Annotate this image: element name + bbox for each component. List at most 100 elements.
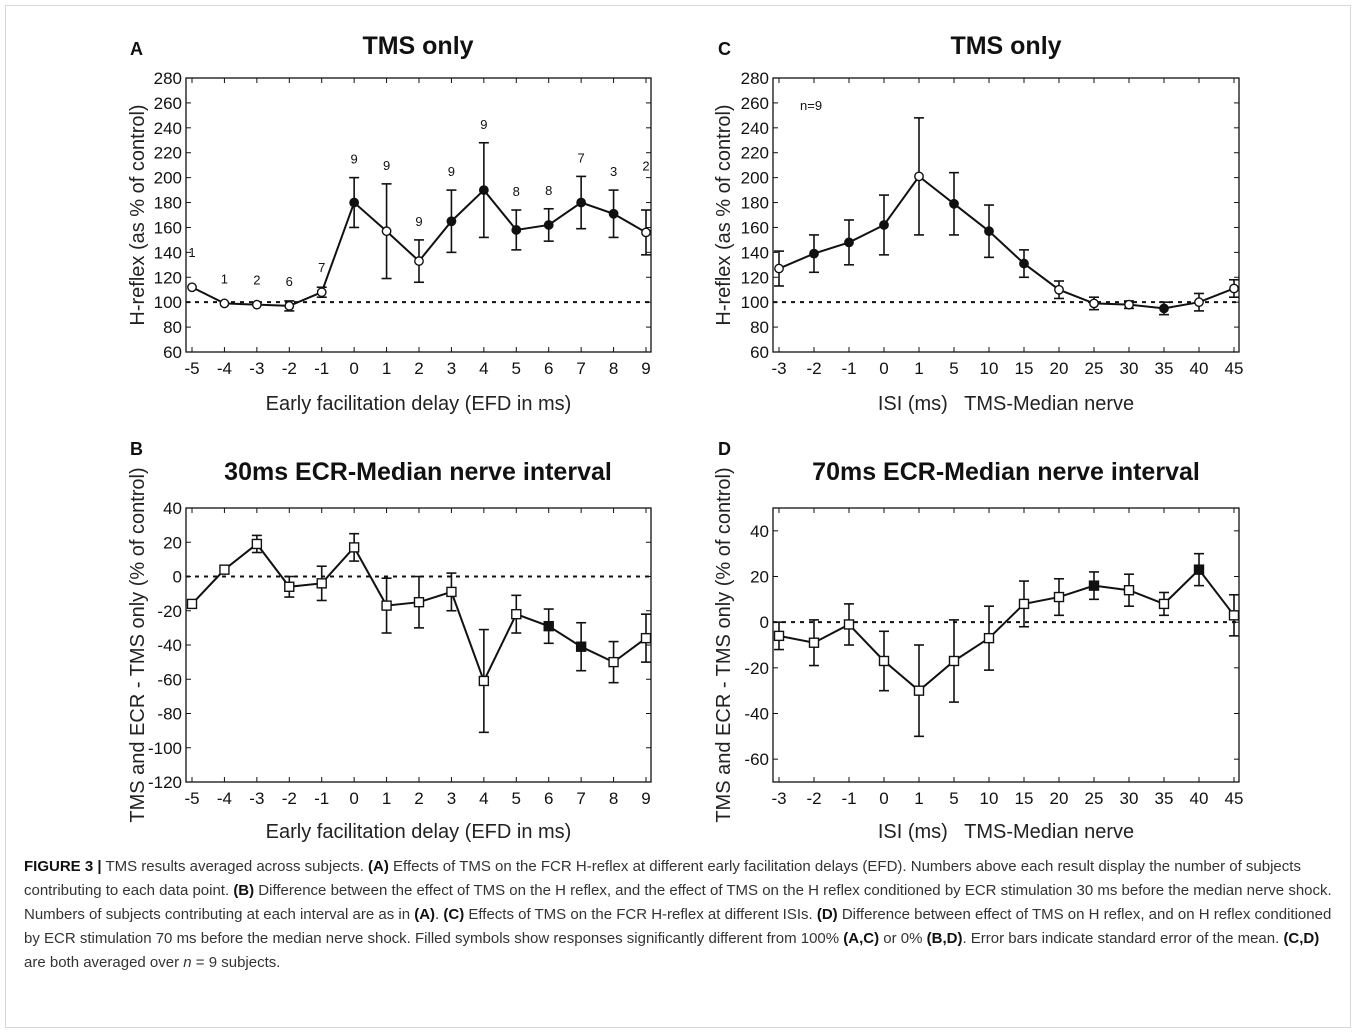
data-point — [316, 287, 327, 298]
x-tick-label: -1 — [314, 789, 329, 808]
subject-count-label: 7 — [578, 150, 585, 165]
x-tick-label: 8 — [609, 789, 618, 808]
data-point — [913, 685, 925, 696]
x-tick-label: 5 — [949, 359, 958, 378]
panel-letter: B — [130, 439, 143, 459]
data-point — [1228, 610, 1240, 621]
x-axis-label: ISI (ms) TMS-Median nerve — [878, 821, 1134, 843]
data-point — [1053, 591, 1065, 603]
y-tick-label: 200 — [154, 169, 182, 188]
y-tick-label: 280 — [741, 69, 769, 88]
x-tick-label: 9 — [641, 789, 650, 808]
x-axis-label: ISI (ms) TMS-Median nerve — [878, 393, 1134, 415]
data-point — [878, 655, 890, 667]
caption-segment: (B,D) — [926, 930, 963, 947]
subject-count-label: 9 — [448, 164, 455, 179]
series-line — [778, 174, 1235, 310]
x-tick-label: 9 — [641, 359, 650, 378]
x-tick-label: 4 — [479, 789, 488, 808]
data-point — [478, 185, 489, 195]
x-tick-label: 0 — [349, 359, 358, 378]
x-tick-label: 25 — [1085, 359, 1104, 378]
y-tick-label: -100 — [148, 739, 182, 758]
x-tick-label: -5 — [184, 789, 199, 808]
y-tick-label: 100 — [154, 293, 182, 312]
series-line — [778, 568, 1235, 692]
caption-figure-label: FIGURE 3 | — [24, 858, 102, 875]
y-tick-label: 220 — [741, 144, 769, 163]
x-tick-label: 20 — [1050, 359, 1069, 378]
data-point — [219, 564, 230, 575]
y-tick-label: -40 — [744, 705, 769, 724]
x-tick-label: -3 — [249, 359, 264, 378]
subject-count-label: 2 — [642, 158, 649, 173]
y-tick-label: 120 — [741, 268, 769, 287]
x-tick-label: 35 — [1155, 359, 1174, 378]
y-tick-label: 120 — [154, 268, 182, 287]
data-point — [576, 197, 587, 208]
x-tick-label: 45 — [1225, 359, 1244, 378]
x-tick-label: 6 — [544, 359, 553, 378]
y-tick-label: 80 — [750, 318, 769, 337]
data-point — [948, 655, 960, 667]
caption-segment: (A) — [368, 858, 389, 875]
data-point — [543, 620, 554, 632]
data-point — [575, 641, 587, 652]
data-point — [1229, 283, 1239, 294]
data-point — [983, 632, 995, 644]
caption-segment: . Error bars indicate standard error of … — [962, 930, 1284, 947]
data-point — [1089, 298, 1099, 309]
data-point — [316, 578, 327, 589]
y-tick-label: 20 — [750, 568, 769, 587]
caption-segment: (A,C) — [843, 930, 880, 947]
caption-segment: Effects of TMS on the FCR H-reflex at di… — [464, 906, 817, 923]
x-tick-label: 1 — [914, 789, 923, 808]
subject-count-label: 9 — [351, 152, 358, 167]
data-point — [1124, 299, 1134, 310]
data-point — [511, 225, 522, 235]
data-point — [1158, 598, 1170, 610]
y-tick-label: -20 — [744, 659, 769, 678]
subject-count-label: 6 — [286, 274, 293, 289]
x-tick-label: -1 — [841, 359, 856, 378]
caption-segment: (B) — [233, 882, 255, 899]
x-tick-label: 45 — [1225, 789, 1244, 808]
data-point — [809, 248, 819, 259]
x-tick-label: 2 — [414, 789, 423, 808]
data-point — [284, 301, 295, 311]
caption-segment: = 9 subjects. — [191, 954, 281, 971]
x-tick-label: 15 — [1015, 789, 1034, 808]
x-tick-label: 30 — [1120, 359, 1139, 378]
x-tick-label: -2 — [282, 789, 297, 808]
y-tick-label: 280 — [154, 69, 182, 88]
data-point — [608, 208, 619, 219]
caption-segment: (D) — [816, 906, 838, 923]
data-point — [914, 171, 924, 182]
panel-letter: C — [718, 39, 731, 59]
x-tick-label: 5 — [512, 789, 521, 808]
x-tick-label: 7 — [576, 789, 585, 808]
figure-frame: A TMS only 60 80 100 120 140 160 180 200 220 240 260… — [5, 5, 1351, 1028]
x-tick-label: 40 — [1190, 359, 1209, 378]
plot-area-frame — [772, 77, 1240, 353]
y-tick-label: 100 — [741, 293, 769, 312]
data-point — [413, 596, 425, 608]
x-tick-label: 0 — [879, 789, 888, 808]
panel-title: TMS only — [950, 32, 1061, 60]
x-axis-label: Early facilitation delay (EFD in ms) — [266, 393, 572, 415]
x-tick-label: 5 — [512, 359, 521, 378]
x-tick-label: 2 — [414, 359, 423, 378]
data-point — [1054, 284, 1064, 295]
x-tick-label: -1 — [314, 359, 329, 378]
data-point — [186, 598, 198, 610]
data-point — [251, 299, 262, 310]
data-point — [478, 675, 490, 687]
caption-body: TMS results averaged across subjects. (A… — [24, 858, 1332, 971]
x-tick-label: -1 — [841, 789, 856, 808]
data-point — [1194, 297, 1204, 308]
y-tick-label: -60 — [744, 750, 769, 769]
y-tick-label: 220 — [154, 144, 182, 163]
data-point — [348, 542, 360, 553]
x-tick-label: 1 — [382, 789, 391, 808]
subject-count-label: 8 — [545, 183, 552, 198]
